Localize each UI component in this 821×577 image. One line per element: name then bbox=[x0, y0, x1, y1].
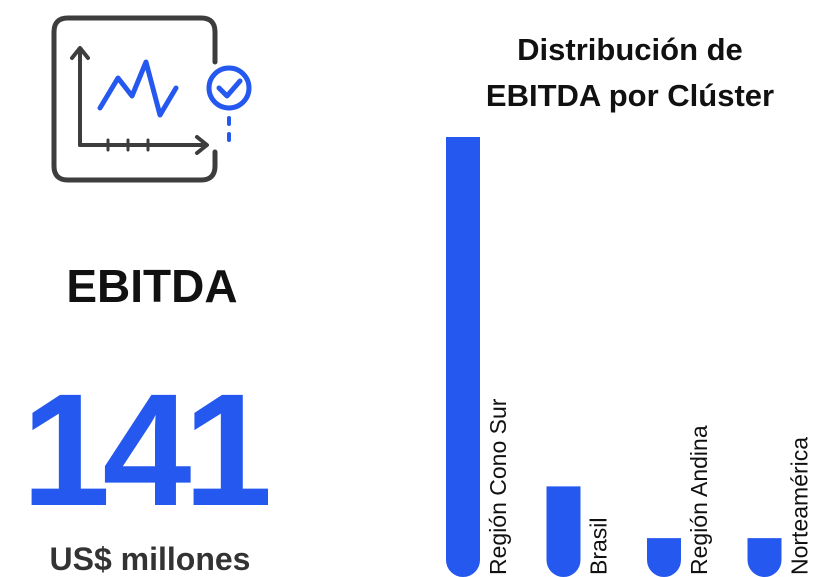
chart-title: EBITDA por Clúster bbox=[486, 78, 774, 113]
kpi-unit: US$ millones bbox=[50, 541, 251, 577]
category-label: Región Andina bbox=[686, 425, 712, 575]
chart-title: Distribución de bbox=[517, 32, 743, 67]
bar bbox=[747, 538, 782, 577]
chart-icon bbox=[51, 15, 252, 183]
category-label: Región Cono Sur bbox=[485, 398, 511, 575]
bar bbox=[647, 538, 681, 577]
bar bbox=[446, 137, 480, 577]
kpi-value: 141 bbox=[22, 360, 269, 539]
category-label: Brasil bbox=[586, 517, 612, 575]
kpi-label: EBITDA bbox=[66, 260, 237, 312]
category-label: Norteamérica bbox=[787, 437, 813, 575]
bar bbox=[546, 486, 581, 577]
